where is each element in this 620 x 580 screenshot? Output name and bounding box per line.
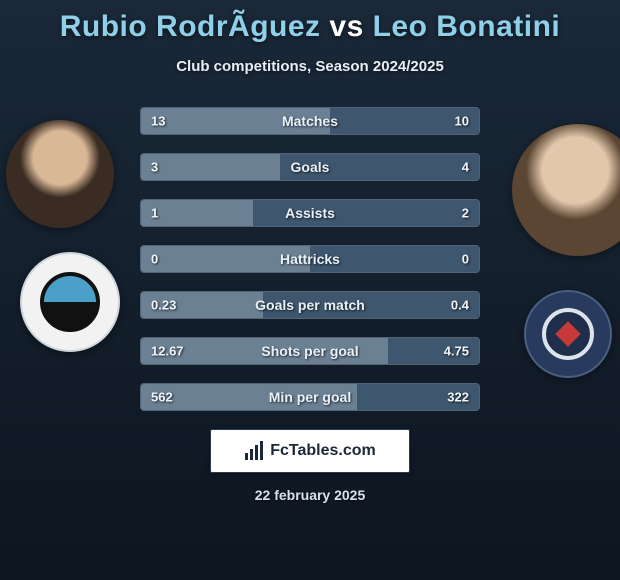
club-badge-icon (542, 308, 594, 360)
stat-bar-right (357, 384, 479, 410)
stat-bar-left (141, 338, 388, 364)
player2-name: Leo Bonatini (373, 10, 561, 43)
stat-bar-left (141, 292, 263, 318)
stat-bar-right (263, 292, 479, 318)
stats-bars: Matches1310 Goals34 Assists12 Hattricks00 Go… (140, 107, 480, 411)
stat-bar-right (388, 338, 479, 364)
stat-bar-right (253, 200, 479, 226)
stat-bar-left (141, 200, 253, 226)
player1-club-badge (20, 252, 120, 352)
site-logo: FcTables.com (210, 429, 410, 473)
player1-photo (6, 120, 114, 228)
stat-row: Goals34 (140, 153, 480, 181)
chart-bars-icon (244, 441, 264, 461)
subtitle: Club competitions, Season 2024/2025 (0, 58, 620, 75)
stat-row: Shots per goal12.674.75 (140, 337, 480, 365)
stat-row: Hattricks00 (140, 245, 480, 273)
page-title: Rubio RodrÃ­guez vs Leo Bonatini (0, 0, 620, 44)
stat-row: Goals per match0.230.4 (140, 291, 480, 319)
vs-label: vs (329, 10, 363, 43)
stat-bar-left (141, 384, 357, 410)
player1-name: Rubio RodrÃ­guez (60, 10, 321, 43)
stat-row: Matches1310 (140, 107, 480, 135)
stat-bar-right (310, 246, 479, 272)
site-name: FcTables.com (270, 442, 376, 460)
footer-date: 22 february 2025 (0, 487, 620, 503)
stat-bar-right (330, 108, 479, 134)
stat-row: Assists12 (140, 199, 480, 227)
stat-row: Min per goal562322 (140, 383, 480, 411)
stat-bar-right (280, 154, 479, 180)
player2-club-badge (524, 290, 612, 378)
stat-bar-left (141, 108, 330, 134)
stat-bar-left (141, 154, 280, 180)
stat-bar-left (141, 246, 310, 272)
player2-photo (512, 124, 620, 256)
club-badge-icon (40, 272, 100, 332)
